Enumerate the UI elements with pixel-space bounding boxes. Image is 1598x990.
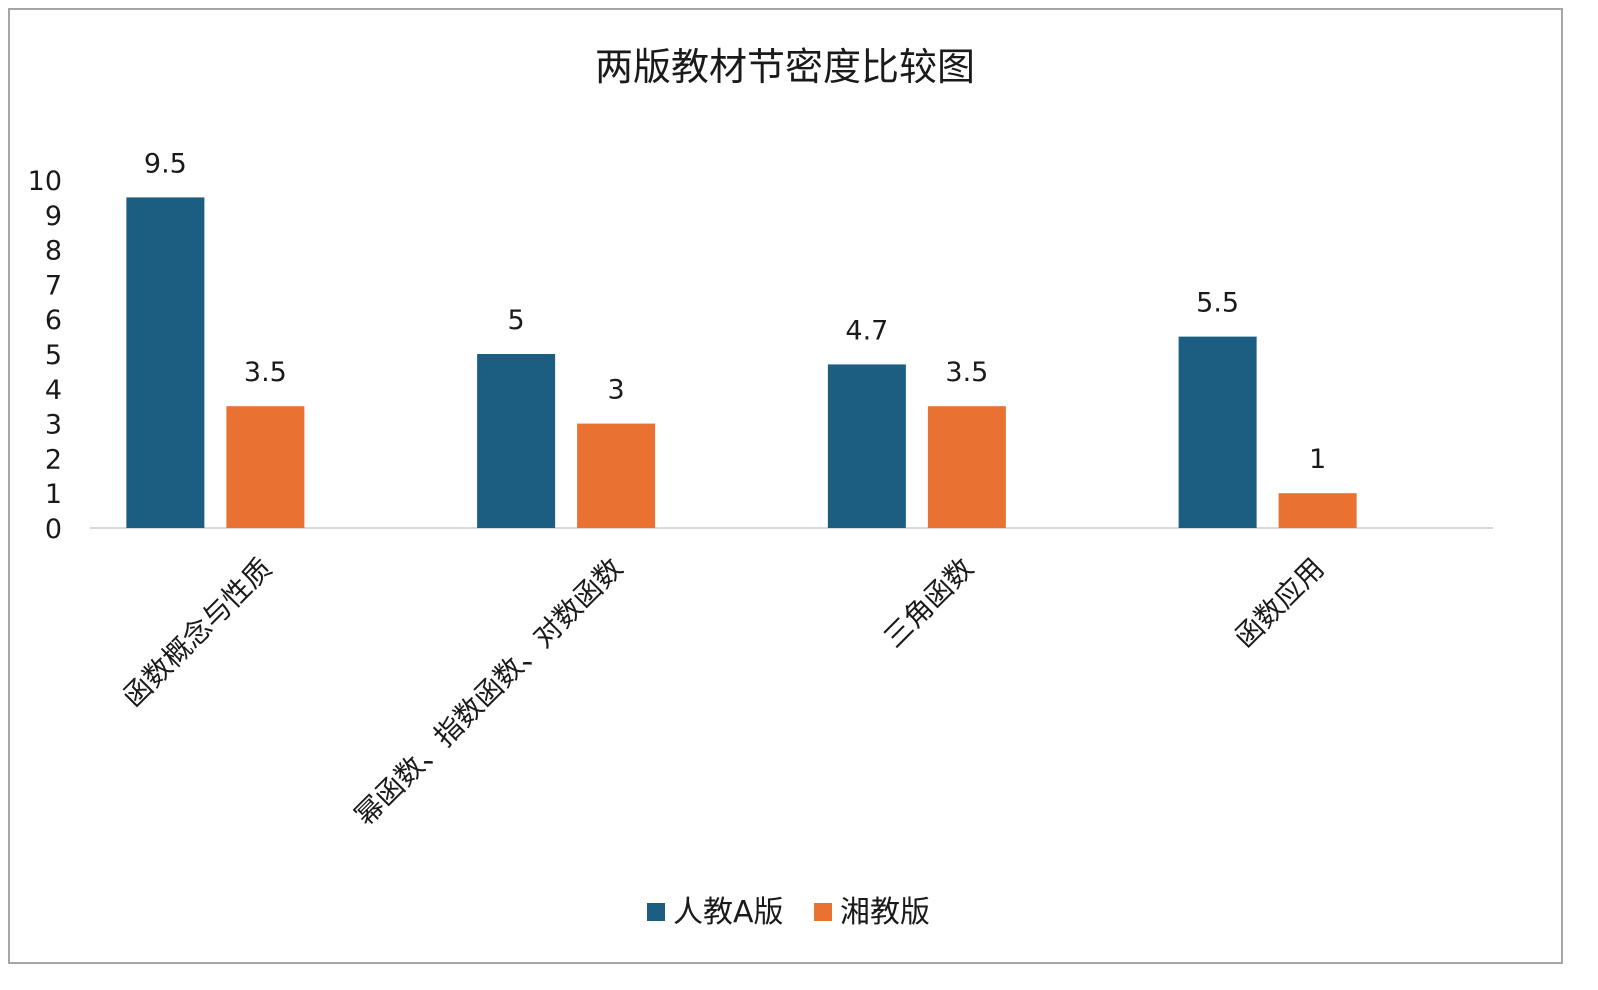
- y-tick-label: 5: [45, 340, 62, 371]
- category-label: 三角函数: [877, 552, 980, 655]
- bars: [126, 197, 1357, 528]
- y-tick-label: 8: [45, 236, 62, 267]
- y-tick-label: 1: [45, 479, 62, 510]
- data-label: 4.7: [845, 315, 888, 346]
- y-tick-label: 9: [45, 201, 62, 232]
- y-tick-label: 0: [45, 514, 62, 545]
- y-tick-label: 2: [45, 444, 62, 475]
- bar-series2: [1278, 493, 1357, 528]
- bar-series2: [927, 406, 1006, 528]
- category-label: 函数应用: [1228, 552, 1331, 655]
- data-label: 3: [608, 375, 625, 406]
- data-label: 9.5: [144, 148, 187, 179]
- legend-label: 湘教版: [840, 895, 930, 930]
- bar-series2: [226, 406, 305, 528]
- legend-swatch: [647, 903, 665, 921]
- y-tick-label: 4: [45, 375, 62, 406]
- category-label: 函数概念与性质: [116, 552, 278, 714]
- category-labels: 函数概念与性质 幂函数、指数函数、对数函数 三角函数 函数应用: [116, 552, 1330, 833]
- data-label: 3.5: [945, 357, 988, 388]
- bar-series1: [126, 197, 205, 528]
- y-tick-label: 3: [45, 410, 62, 441]
- data-label: 3.5: [244, 357, 287, 388]
- data-label: 5: [508, 305, 525, 336]
- chart-title: 两版教材节密度比较图: [595, 45, 975, 89]
- data-labels: 9.5 5 4.7 5.5 3.5 3 3.5 1: [144, 148, 1326, 475]
- legend-label: 人教A版: [673, 895, 784, 930]
- bar-series1: [1178, 336, 1257, 528]
- y-tick-label: 7: [45, 270, 62, 301]
- data-label: 5.5: [1196, 288, 1239, 319]
- chart-frame: 两版教材节密度比较图 0 1 2 3 4 5 6 7 8 9 10 9.5 5 4.7 5.5 3.5 3 3.…: [8, 8, 1563, 964]
- bar-series2: [577, 423, 656, 528]
- y-tick-label: 6: [45, 305, 62, 336]
- y-tick-label: 10: [28, 166, 62, 197]
- legend: 人教A版 湘教版: [647, 895, 930, 930]
- category-label: 幂函数、指数函数、对数函数: [348, 552, 629, 833]
- bar-series1: [827, 364, 906, 528]
- data-label: 1: [1309, 444, 1326, 475]
- bar-series1: [477, 354, 556, 528]
- legend-swatch: [814, 903, 832, 921]
